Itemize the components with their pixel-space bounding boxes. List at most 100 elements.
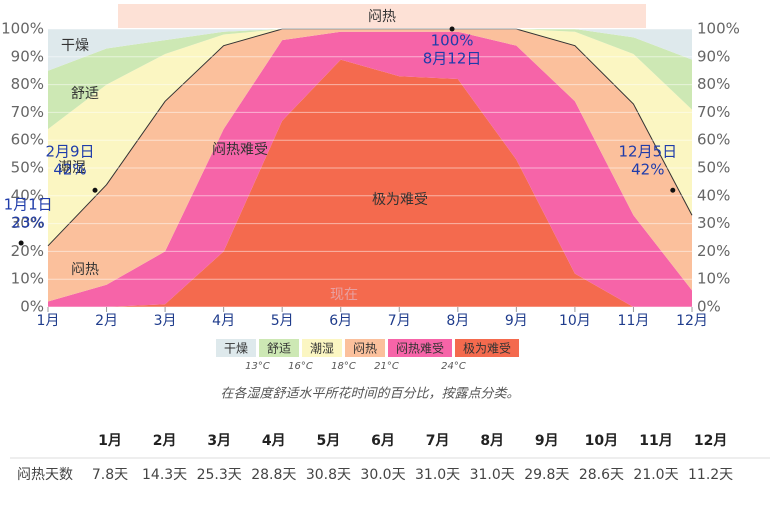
table-cell: 31.0天	[470, 467, 515, 483]
area-label: 舒适	[71, 86, 99, 102]
y-tick-label: 10%	[11, 270, 44, 288]
y2-tick-label: 70%	[697, 103, 730, 121]
table-header: 7月	[426, 433, 450, 449]
table-header: 9月	[535, 433, 559, 449]
legend-label: 舒适	[267, 342, 291, 356]
table-header: 8月	[480, 433, 504, 449]
y2-tick-label: 40%	[697, 186, 730, 204]
table-header: 5月	[317, 433, 341, 449]
legend-threshold: 21°C	[374, 361, 399, 372]
area-label: 极为难受	[372, 192, 428, 208]
y2-tick-label: 50%	[697, 159, 730, 177]
table-cell: 11.2天	[688, 467, 733, 483]
band-label: 闷热	[368, 9, 396, 25]
x-tick-label: 10月	[559, 313, 591, 329]
annotation-value: 42%	[53, 161, 86, 179]
legend-swatch	[302, 339, 342, 357]
y-tick-label: 0%	[20, 298, 44, 316]
table-header: 3月	[207, 433, 231, 449]
annotation-date: 12月5日	[618, 143, 677, 161]
y2-tick-label: 20%	[697, 242, 730, 260]
y-tick-label: 50%	[11, 159, 44, 177]
annotation-value: 23%	[11, 214, 44, 232]
table-cell: 31.0天	[415, 467, 460, 483]
table-header: 1月	[98, 433, 122, 449]
legend-label: 潮湿	[310, 341, 334, 356]
annotation-date: 8月12日	[423, 50, 482, 68]
legend-threshold: 24°C	[441, 361, 466, 372]
annotation-date: 1月1日	[4, 196, 53, 214]
table-header: 4月	[262, 433, 286, 449]
table-cell: 28.8天	[251, 467, 296, 483]
area	[48, 29, 692, 302]
x-tick-label: 3月	[154, 313, 177, 329]
annotation-date: 2月9日	[45, 143, 94, 161]
y-tick-label: 40%	[11, 186, 44, 204]
table-cell: 7.8天	[92, 467, 128, 483]
y2-tick-label: 60%	[697, 131, 730, 149]
table-cell: 29.8天	[524, 467, 569, 483]
legend-label: 闷热难受	[396, 341, 444, 356]
x-tick-label: 2月	[95, 313, 118, 329]
table-header: 6月	[371, 433, 395, 449]
legend-swatch	[345, 339, 385, 357]
x-tick-label: 1月	[37, 313, 60, 329]
annotation-value: 100%	[431, 32, 474, 50]
table-cell: 30.0天	[360, 467, 405, 483]
table-cell: 25.3天	[197, 467, 242, 483]
y-tick-label: 20%	[11, 242, 44, 260]
y-tick-label: 80%	[11, 75, 44, 93]
annotation-point	[449, 26, 455, 32]
legend-threshold: 16°C	[288, 361, 313, 372]
area	[48, 59, 692, 307]
area-label: 干燥	[61, 38, 89, 54]
table-cell: 28.6天	[579, 467, 624, 483]
y2-tick-label: 100%	[697, 20, 740, 38]
area-label: 闷热难受	[212, 142, 268, 158]
y-tick-label: 100%	[1, 20, 44, 38]
y-tick-label: 30%	[11, 214, 44, 232]
annotation-point	[670, 187, 676, 193]
annotation-value: 42%	[631, 161, 664, 179]
table-cell: 21.0天	[633, 467, 678, 483]
x-tick-label: 4月	[212, 313, 235, 329]
x-tick-label: 9月	[505, 313, 528, 329]
legend-label: 极为难受	[463, 342, 511, 356]
x-tick-label: 5月	[271, 313, 294, 329]
table-header: 11月	[639, 433, 672, 449]
table-header: 12月	[694, 433, 727, 449]
table-header: 2月	[153, 433, 177, 449]
area	[48, 29, 692, 130]
legend-swatch	[259, 339, 299, 357]
y2-tick-label: 80%	[697, 75, 730, 93]
y2-tick-label: 0%	[697, 298, 721, 316]
y2-tick-label: 30%	[697, 214, 730, 232]
legend-threshold: 13°C	[245, 361, 270, 372]
x-tick-label: 12月	[676, 313, 708, 329]
x-tick-label: 7月	[388, 313, 411, 329]
area-label: 闷热	[71, 262, 99, 278]
legend-swatch	[388, 339, 452, 357]
x-tick-label: 8月	[446, 313, 469, 329]
table-header: 10月	[585, 433, 618, 449]
legend-swatch	[455, 339, 519, 357]
now-label: 现在	[330, 287, 358, 303]
table-cell: 闷热天数	[17, 467, 73, 483]
legend-swatch	[216, 339, 256, 357]
area	[48, 29, 692, 71]
y-tick-label: 70%	[11, 103, 44, 121]
y-tick-label: 90%	[11, 47, 44, 65]
table-cell: 14.3天	[142, 467, 187, 483]
annotation-point	[92, 187, 98, 193]
note: 在各湿度舒适水平所花时间的百分比，按露点分类。	[220, 386, 519, 402]
x-tick-label: 11月	[618, 313, 650, 329]
x-tick-label: 6月	[329, 313, 352, 329]
legend-label: 闷热	[353, 341, 377, 356]
y2-tick-label: 90%	[697, 47, 730, 65]
legend-threshold: 18°C	[331, 361, 356, 372]
muggy-band	[118, 4, 646, 28]
y2-tick-label: 10%	[697, 270, 730, 288]
area-label: 潮湿	[58, 160, 86, 176]
annotation-point	[18, 240, 24, 246]
